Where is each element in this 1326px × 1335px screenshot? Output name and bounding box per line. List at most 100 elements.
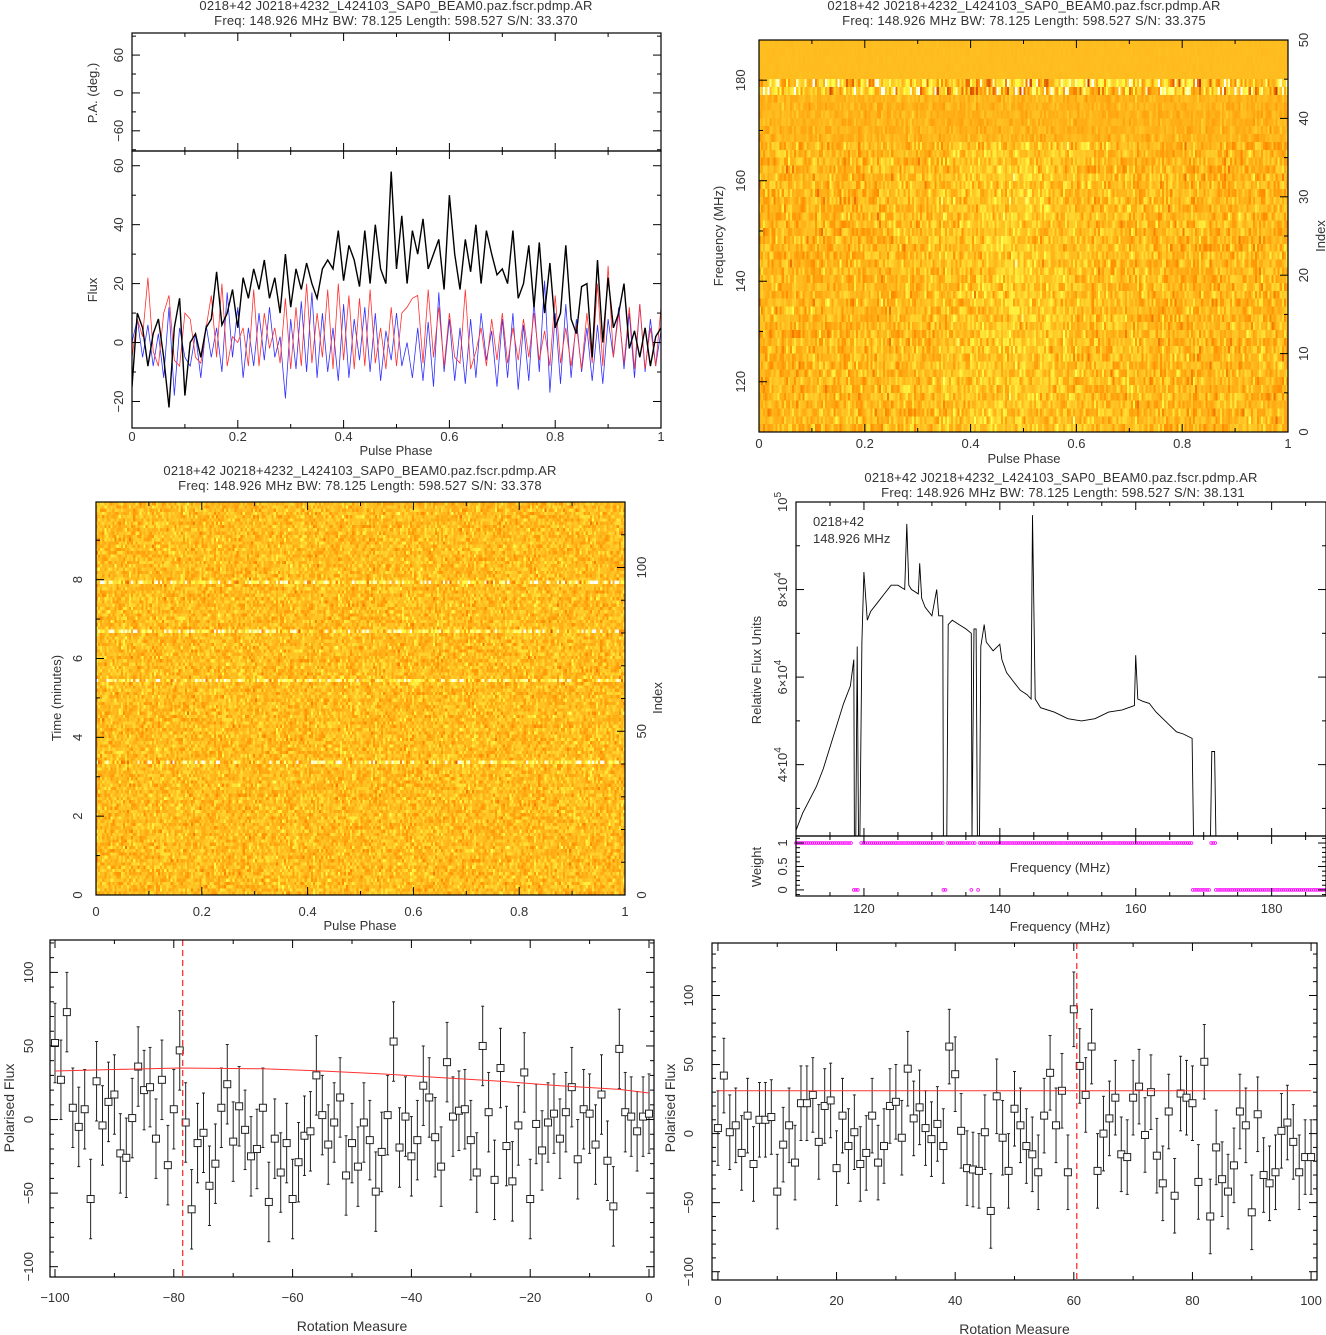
weight-point [989,841,994,845]
weight-point [1047,841,1051,845]
x-tick-label: −100 [40,1290,69,1305]
rm-point [241,1089,250,1171]
data-marker [514,1121,523,1130]
rm-point [1259,1137,1268,1213]
data-marker [820,1101,829,1110]
rm-point [532,1083,541,1165]
weight-point [922,841,927,845]
rm-point [336,1057,345,1138]
rm-point [1265,1145,1274,1222]
y-tick-label: 0 [634,891,649,898]
rm-point [980,1094,989,1171]
data-marker [749,1159,758,1168]
rm-point [1164,1073,1173,1150]
data-marker [1158,1179,1167,1188]
weight-point [1185,841,1190,845]
weight-point [1267,888,1271,892]
weight-point [906,841,910,845]
x-tick-label: 60 [1067,1293,1081,1308]
flux-y-axis: −20 0 20 40 60 [111,158,661,413]
data-marker [1022,1142,1031,1151]
rm-point [885,1068,894,1144]
data-marker [927,1135,936,1144]
weight-point [1073,841,1078,845]
rm-point [986,1173,995,1249]
data-marker [939,1142,948,1151]
weight-point [1265,888,1269,892]
bandpass-line [795,515,1217,837]
pa-x-axis [131,33,662,151]
weight-point [820,841,825,845]
weight-point [930,841,935,845]
data-marker [737,1148,746,1157]
weight-point [1254,888,1259,892]
weight-point [943,888,948,892]
y-tick-label: 180 [733,69,748,91]
data-marker [850,1128,859,1137]
weight-point [1100,841,1104,845]
rm-point [957,1093,966,1169]
weight-point [1071,841,1075,845]
rm-point [1010,1070,1019,1147]
bandpass-x-axis [795,502,1307,836]
weight-point [1259,888,1263,892]
rm-point [915,1069,924,1146]
rm-point [353,1126,362,1207]
weight-point [1150,841,1155,845]
rm-point [205,1145,214,1226]
y-tick-label: 100 [634,557,649,579]
data-marker [1307,1153,1316,1162]
time-phase-y2label: Index [650,682,665,714]
data-marker [951,1070,960,1079]
weight-point [1146,841,1151,845]
data-marker [544,1118,553,1127]
x-tick-label: 0.2 [193,904,211,919]
data-marker [1004,1166,1013,1175]
rm-point [146,1046,155,1128]
rm-point [802,1065,811,1142]
flux-ylabel: Flux [85,277,100,302]
rm-point [508,1141,517,1222]
data-marker [294,1158,303,1167]
data-marker [645,1109,654,1118]
weight-point [1240,888,1245,892]
x-tick-label: 40 [948,1293,962,1308]
rm-point [1253,1076,1262,1153]
weight-point [1175,841,1179,845]
time-phase-heatmap [96,502,625,895]
weight-point [1095,841,1100,845]
rm-point [779,1106,788,1183]
weight-point [861,841,866,845]
weight-point [1167,841,1171,845]
rm-point [544,1082,553,1163]
weight-point [1055,841,1059,845]
weight-point [1209,841,1213,845]
rm-point [1022,1108,1031,1184]
rm-point [897,1099,906,1176]
weight-point [806,841,810,845]
weight-point [1301,888,1306,892]
freq-phase-title-line2: Freq: 148.926 MHz BW: 78.125 Length: 598… [842,13,1206,28]
y-tick-label: 0 [111,339,126,346]
weight-point [1108,841,1112,845]
weight-point [896,841,900,845]
weight-point [877,841,882,845]
weight-point [1014,841,1018,845]
x-tick-label: 0.2 [856,436,874,451]
rm-point [252,1108,261,1190]
data-marker [371,1187,380,1196]
rm-point [1224,1153,1233,1230]
weight-point [1169,841,1173,845]
weight-point [1307,888,1312,892]
rm-point [306,1091,315,1172]
rm-point [514,1085,523,1166]
rm-point [615,1008,624,1090]
data-marker [1289,1137,1298,1146]
weight-point [1091,841,1096,845]
weight-point [977,841,982,845]
x-tick-label: 1 [1284,436,1291,451]
data-marker [336,1093,345,1102]
freq-phase-ylabel: Frequency (MHz) [711,186,726,286]
weight-point [1309,888,1314,892]
rm-point [844,1108,853,1184]
